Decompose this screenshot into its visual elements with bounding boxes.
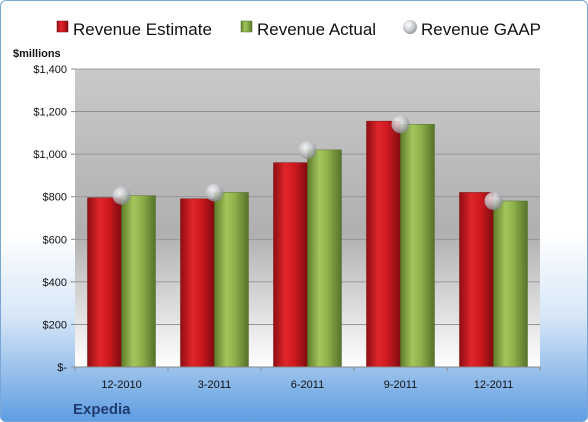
y-tick-label: $- xyxy=(57,362,67,374)
y-tick-label: $1,400 xyxy=(33,64,67,76)
bar-revenue-actual xyxy=(400,124,435,368)
x-tick-label: 9-2011 xyxy=(384,379,417,391)
bar-revenue-actual xyxy=(307,149,342,368)
bar-revenue-estimate xyxy=(459,192,494,368)
y-tick-label: $1,000 xyxy=(33,149,67,161)
x-tick-label: 3-2011 xyxy=(198,379,231,391)
x-tick-label: 6-2011 xyxy=(291,379,324,391)
legend: Revenue Estimate Revenue Actual Revenue … xyxy=(56,20,541,39)
gaap-marker xyxy=(112,186,131,205)
y-tick-label: $600 xyxy=(43,234,67,246)
gaap-marker xyxy=(484,191,503,210)
y-tick-label: $400 xyxy=(43,277,67,289)
bar-revenue-estimate xyxy=(87,197,122,368)
bar-revenue-actual xyxy=(493,200,528,368)
gaap-marker xyxy=(205,183,224,202)
bar-revenue-actual xyxy=(121,195,156,368)
x-axis: 12-2010 3-2011 6-2011 9-2011 12-2011 xyxy=(74,367,541,391)
x-tick-label: 12-2011 xyxy=(474,379,514,391)
y-tick-label: $200 xyxy=(43,319,67,331)
legend-label-actual: Revenue Actual xyxy=(257,20,376,39)
y-unit-label: $millions xyxy=(13,48,61,60)
y-tick-label: $800 xyxy=(43,192,67,204)
y-axis: $- $200 $400 $600 $800 $1,000 $1,200 $1,400 xyxy=(33,64,75,374)
bars xyxy=(87,120,528,368)
gaap-marker xyxy=(391,115,410,134)
legend-label-estimate: Revenue Estimate xyxy=(73,20,212,39)
bar-revenue-estimate xyxy=(180,198,215,368)
bar-revenue-actual xyxy=(214,192,249,368)
legend-label-gaap: Revenue GAAP xyxy=(421,20,541,39)
bar-revenue-estimate xyxy=(366,120,401,368)
legend-swatch-actual xyxy=(240,20,253,33)
y-tick-label: $1,200 xyxy=(33,107,67,119)
legend-swatch-estimate xyxy=(56,20,69,33)
gaap-marker xyxy=(298,140,317,159)
gaap-markers xyxy=(112,115,503,210)
legend-marker-gaap xyxy=(403,20,417,34)
bar-revenue-estimate xyxy=(273,162,308,368)
x-tick-label: 12-2010 xyxy=(101,379,141,391)
company-label: Expedia xyxy=(73,401,131,418)
